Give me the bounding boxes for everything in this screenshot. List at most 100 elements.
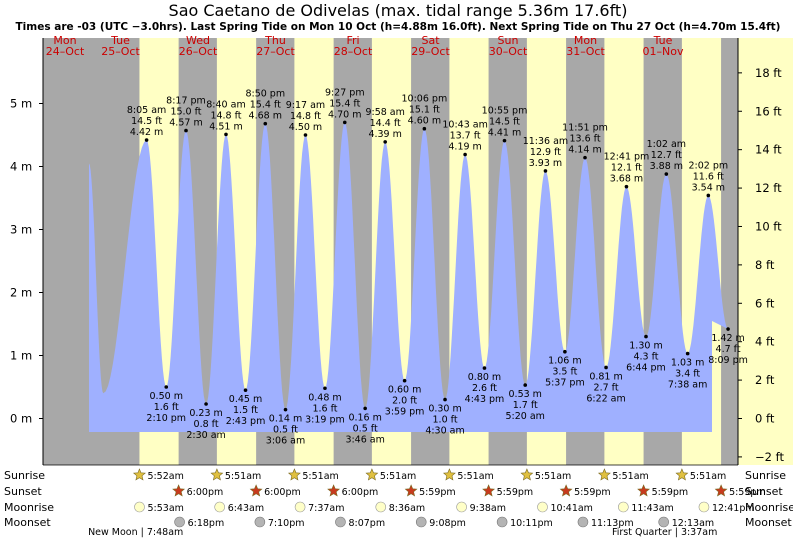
sunrise-time: 5:52am xyxy=(147,471,183,482)
sunrise-time: 5:51am xyxy=(457,471,493,482)
high-tide-point xyxy=(583,155,587,160)
moonset-icon xyxy=(658,516,669,528)
high-tide-point xyxy=(422,126,427,131)
high-tide-ft: 13.6 ft xyxy=(569,134,600,145)
tide-area xyxy=(89,122,729,433)
low-tide-point xyxy=(644,334,648,339)
moonset-icon xyxy=(254,516,266,528)
high-tide-point xyxy=(144,138,149,142)
moonrise-time: 7:37am xyxy=(308,503,344,514)
sunrise-time: 5:51am xyxy=(612,471,648,482)
left-axis-tick-label: 5 m xyxy=(10,97,32,111)
high-tide-time: 12:41 pm xyxy=(604,152,650,163)
high-tide-m: 4.57 m xyxy=(169,118,202,129)
day-weekday: Mon xyxy=(574,34,597,47)
sunset-time: 5:59pm xyxy=(729,487,766,498)
day-weekday: Tue xyxy=(653,34,673,47)
high-tide-point xyxy=(502,138,507,143)
day-weekday: Sat xyxy=(421,34,440,47)
right-scale-band xyxy=(738,38,793,465)
sunrise-time: 5:51am xyxy=(302,471,338,482)
chart-title: Sao Caetano de Odivelas (max. tidal rang… xyxy=(169,1,628,20)
low-tide-point xyxy=(443,397,447,402)
moonset-time: 7:10pm xyxy=(268,518,305,529)
sunset-icon xyxy=(714,484,728,497)
low-tide-time: 4:43 pm xyxy=(465,394,505,405)
low-tide-ft: 1.0 ft xyxy=(433,415,458,426)
low-tide-ft: 0.8 ft xyxy=(194,419,219,430)
high-tide-time: 10:43 am xyxy=(442,120,487,131)
low-tide-point xyxy=(685,351,690,356)
low-tide-point xyxy=(482,366,487,370)
low-tide-point xyxy=(363,406,367,411)
row-label-right: Sunset xyxy=(745,485,783,498)
right-axis-tick-label: 4 ft xyxy=(755,335,775,349)
high-tide-m: 4.51 m xyxy=(209,121,242,132)
day-weekday: Fri xyxy=(346,34,359,47)
low-tide-ft: 0.5 ft xyxy=(353,423,378,434)
high-tide-point xyxy=(664,172,669,176)
low-tide-time: 6:44 pm xyxy=(626,363,666,374)
right-axis-tick-label: 6 ft xyxy=(755,296,775,310)
low-tide-ft: 2.7 ft xyxy=(594,382,619,393)
high-tide-time: 8:17 pm xyxy=(166,96,206,107)
sunrise-icon xyxy=(210,468,224,481)
low-tide-ft: 3.5 ft xyxy=(552,367,577,378)
sunrise-time: 5:51am xyxy=(225,471,261,482)
sunrise-icon xyxy=(365,468,379,481)
high-tide-point xyxy=(303,133,308,137)
low-tide-ft: 1.5 ft xyxy=(233,405,258,416)
sunrise-icon xyxy=(442,468,456,481)
low-tide-m: 0.14 m xyxy=(269,414,302,425)
low-tide-time: 2:43 pm xyxy=(226,416,266,427)
row-label-left: Moonrise xyxy=(4,501,54,514)
low-tide-m: 0.81 m xyxy=(589,371,622,382)
moonset-time: 11:13pm xyxy=(591,518,634,529)
low-tide-m: 0.60 m xyxy=(388,385,421,396)
moonrise-time: 10:41am xyxy=(550,503,592,514)
moonrise-time: 11:43am xyxy=(631,503,673,514)
low-tide-ft: 1.6 ft xyxy=(154,402,179,413)
moonrise-icon xyxy=(214,501,225,513)
high-tide-point xyxy=(543,169,548,173)
moonset-icon xyxy=(415,516,427,528)
low-tide-ft: 0.5 ft xyxy=(273,425,298,436)
day-weekday: Tue xyxy=(110,34,130,47)
high-tide-ft: 14.5 ft xyxy=(489,117,520,128)
high-tide-time: 9:17 am xyxy=(286,100,325,111)
left-axis-tick-label: 1 m xyxy=(10,349,32,363)
sun-moon-layer: Sunrise Sunrise Sunset Sunset Moonrise Moonri… xyxy=(4,468,793,538)
moonrise-time: 12:41pm xyxy=(712,503,755,514)
low-tide-time: 4:30 am xyxy=(425,426,464,437)
left-axis-tick-label: 0 m xyxy=(10,412,32,426)
right-axis-tick-label: 8 ft xyxy=(755,258,775,272)
low-tide-ft: 3.4 ft xyxy=(675,369,700,380)
moonset-icon xyxy=(335,516,346,528)
low-tide-point xyxy=(283,407,288,412)
left-axis-tick-label: 4 m xyxy=(10,160,32,174)
day-date: 29–Oct xyxy=(411,45,450,58)
high-tide-point xyxy=(342,120,347,125)
high-tide-time: 10:55 pm xyxy=(482,106,528,117)
moonset-time: 10:11pm xyxy=(510,518,553,529)
low-tide-point xyxy=(563,349,567,354)
low-tide-time: 5:37 pm xyxy=(545,378,585,389)
moonrise-icon xyxy=(537,501,548,513)
sunset-time: 5:59pm xyxy=(419,487,456,498)
day-weekday: Wed xyxy=(186,34,210,47)
day-date: 24–Oct xyxy=(46,45,85,58)
low-tide-ft: 2.6 ft xyxy=(472,383,497,394)
high-tide-time: 10:06 pm xyxy=(402,94,448,105)
high-tide-m: 3.88 m xyxy=(650,161,683,172)
high-tide-ft: 12.7 ft xyxy=(651,150,682,161)
right-axis-tick-label: 14 ft xyxy=(755,143,782,157)
sunset-icon xyxy=(559,484,573,497)
high-tide-point xyxy=(706,193,711,198)
low-tide-ft: 1.6 ft xyxy=(312,403,337,414)
sunset-icon xyxy=(327,484,341,497)
high-tide-m: 3.54 m xyxy=(692,182,725,193)
sunset-time: 5:59pm xyxy=(574,487,611,498)
low-tide-time: 6:22 am xyxy=(586,393,625,404)
moonset-time: 8:07pm xyxy=(348,518,385,529)
